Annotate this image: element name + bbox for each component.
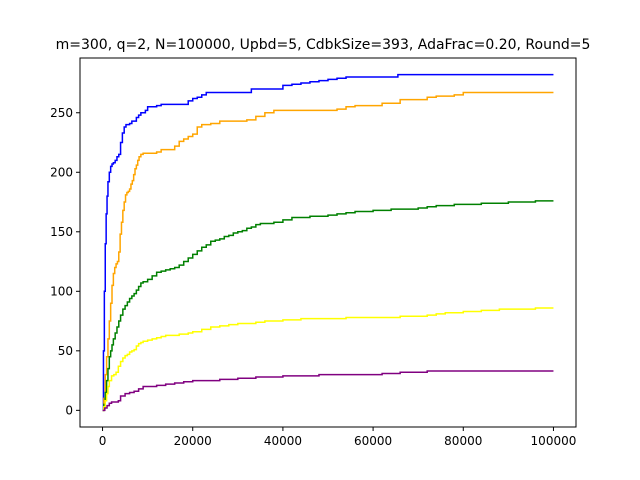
y-tick-label: 100 [50, 284, 73, 298]
x-tick-label: 0 [99, 434, 107, 448]
x-tick-label: 80000 [444, 434, 482, 448]
series-line-5 [102, 370, 554, 412]
x-tick-label: 20000 [174, 434, 212, 448]
plot-lines [102, 73, 554, 412]
y-axis-ticks: 0 50 100 150 200 250 [50, 106, 80, 417]
series-line-2 [102, 91, 554, 412]
x-tick-label: 40000 [264, 434, 302, 448]
x-tick-label: 60000 [354, 434, 392, 448]
y-tick-label: 50 [58, 344, 73, 358]
y-tick-label: 200 [50, 165, 73, 179]
y-tick-label: 150 [50, 225, 73, 239]
x-axis-ticks: 0 20000 40000 60000 80000 100000 [99, 427, 577, 448]
plot-frame [79, 57, 577, 428]
chart-title: m=300, q=2, N=100000, Upbd=5, CdbkSize=3… [56, 37, 591, 53]
x-tick-label: 100000 [531, 434, 577, 448]
y-tick-label: 250 [50, 106, 73, 120]
series-line-4 [102, 307, 554, 412]
y-tick-label: 0 [65, 403, 73, 417]
series-line-1 [102, 73, 554, 412]
series-line-3 [102, 200, 554, 412]
